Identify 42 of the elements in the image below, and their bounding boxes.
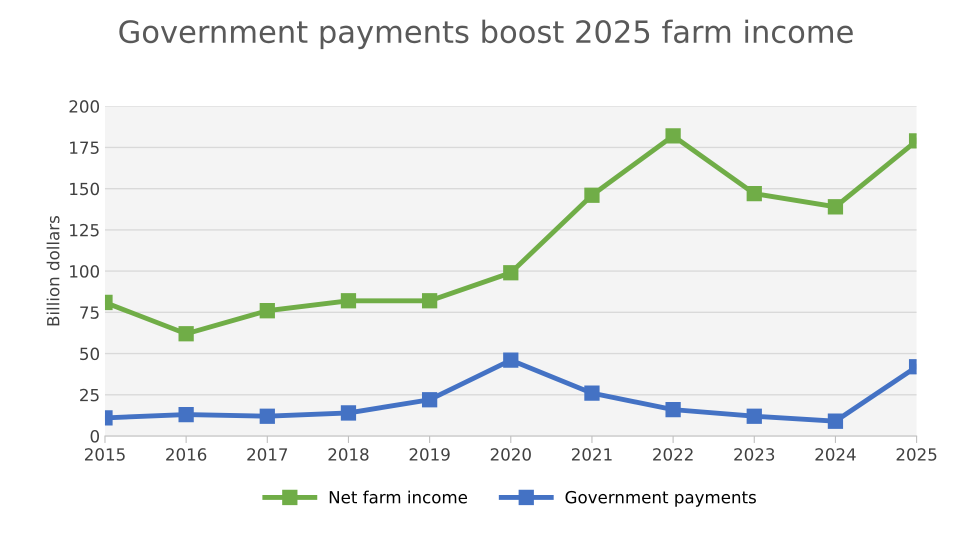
y-tick-label: 0 <box>90 430 100 443</box>
x-tick-label: 2020 <box>490 448 531 461</box>
point <box>178 406 194 422</box>
point <box>746 408 762 424</box>
y-tick-label: 175 <box>70 142 99 154</box>
x-tick-label: 2021 <box>572 448 612 461</box>
x-tick-label: 2018 <box>328 448 369 461</box>
legend-label: Government payments <box>566 490 756 507</box>
y-tick-label: 75 <box>80 306 99 319</box>
point <box>340 405 356 421</box>
x-tick-label: 2022 <box>653 448 693 461</box>
point <box>828 414 844 429</box>
point <box>340 293 356 308</box>
point <box>584 188 600 203</box>
x-tick-label: 2024 <box>815 448 856 461</box>
point <box>260 303 275 318</box>
point <box>665 402 681 418</box>
point <box>503 352 518 368</box>
x-tick-label: 2019 <box>410 448 450 461</box>
x-tick-label: 2023 <box>734 448 774 461</box>
y-tick-label: 25 <box>80 388 99 402</box>
point <box>503 265 518 280</box>
x-tick-label: 2025 <box>896 448 936 461</box>
y-tick-label: 150 <box>70 182 100 196</box>
x-tick-label: 2017 <box>247 448 288 461</box>
legend-label: Net farm income <box>330 490 468 504</box>
y-tick-label: 200 <box>70 100 100 113</box>
x-tick-label: 2016 <box>166 448 206 461</box>
point <box>665 128 681 144</box>
y-tick-label: 125 <box>70 224 99 236</box>
point <box>584 386 600 401</box>
y-tick-label: 50 <box>80 348 100 360</box>
y-axis-title: Billion dollars <box>46 216 60 326</box>
x-tick-label: 2015 <box>84 448 125 461</box>
point <box>746 186 762 202</box>
point <box>828 199 844 214</box>
chart-title: Government payments boost 2025 farm income <box>119 20 853 50</box>
point <box>260 408 275 424</box>
point <box>178 326 194 342</box>
y-tick-label: 100 <box>70 265 100 278</box>
point <box>422 392 438 408</box>
point <box>422 293 438 308</box>
